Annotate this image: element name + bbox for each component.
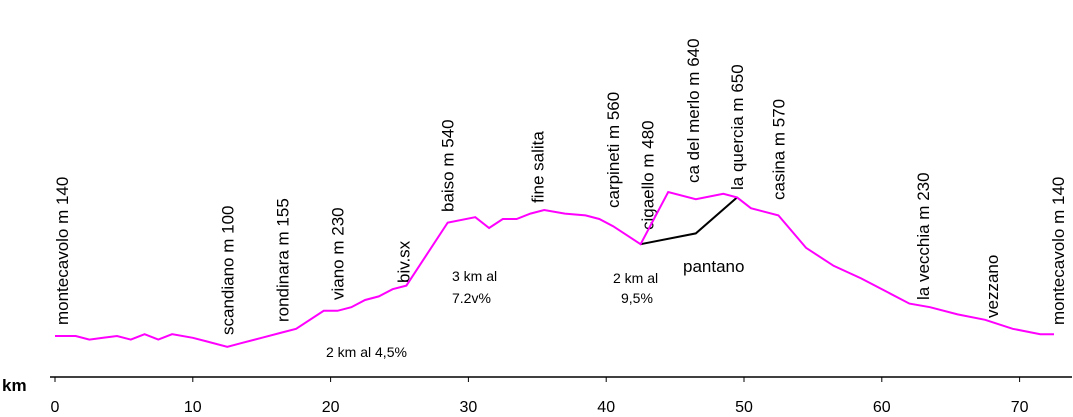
place-label: baiso m 540 bbox=[439, 119, 458, 212]
place-label: casina m 570 bbox=[769, 99, 788, 200]
place-label: carpineti m 560 bbox=[604, 92, 623, 208]
x-axis-unit-label: km bbox=[2, 376, 27, 395]
annotation-9-5pct: 9,5% bbox=[621, 290, 653, 306]
x-tick-label: 30 bbox=[460, 399, 478, 416]
x-tick-label: 60 bbox=[873, 399, 891, 416]
gradient-annotations: 2 km al 4,5% 3 km al 7.2v% 2 km al 9,5% … bbox=[326, 257, 744, 360]
x-tick-label: 10 bbox=[184, 399, 202, 416]
place-label: rondinara m 155 bbox=[273, 198, 292, 322]
place-label: montecavolo m 140 bbox=[53, 177, 72, 325]
place-label: cigaello m 480 bbox=[639, 120, 658, 230]
x-tick-label: 20 bbox=[322, 399, 340, 416]
x-tick-label: 70 bbox=[1011, 399, 1029, 416]
place-labels: montecavolo m 140 scandiano m 100 rondinar… bbox=[53, 38, 1068, 335]
pantano-variant-line bbox=[640, 196, 738, 246]
place-label: vezzano bbox=[983, 255, 1002, 318]
annotation-pantano: pantano bbox=[683, 257, 744, 276]
elevation-profile-line bbox=[55, 190, 1054, 348]
place-label: ca del merlo m 640 bbox=[684, 38, 703, 183]
annotation-7-2pct: 7.2v% bbox=[452, 290, 491, 306]
x-tick-label: 50 bbox=[735, 399, 753, 416]
place-label: montecavolo m 140 bbox=[1049, 177, 1068, 325]
annotation-2km-4-5: 2 km al 4,5% bbox=[326, 344, 407, 360]
place-label: la quercia m 650 bbox=[728, 64, 747, 190]
place-label: la vecchia m 230 bbox=[914, 172, 933, 300]
annotation-2km: 2 km al bbox=[613, 270, 658, 286]
x-tick-label: 40 bbox=[597, 399, 615, 416]
x-axis-ticks: 0 10 20 30 40 50 60 70 bbox=[51, 377, 1029, 416]
place-label: viano m 230 bbox=[328, 207, 347, 300]
x-tick-label: 0 bbox=[51, 399, 60, 416]
place-label: biv.sx bbox=[395, 240, 414, 283]
place-label: scandiano m 100 bbox=[218, 206, 237, 335]
place-label: fine salita bbox=[528, 131, 547, 203]
annotation-3km: 3 km al bbox=[452, 268, 497, 284]
